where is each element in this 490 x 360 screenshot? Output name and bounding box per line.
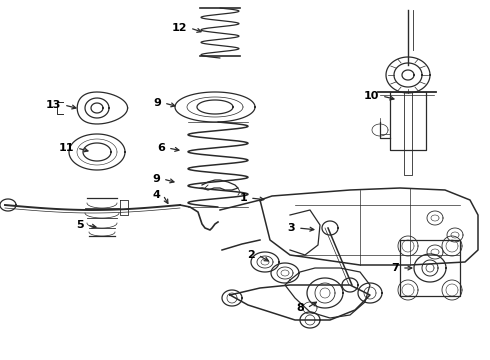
Text: 12: 12 (172, 23, 187, 33)
Text: 1: 1 (239, 193, 247, 203)
Text: 7: 7 (391, 263, 399, 273)
Text: 4: 4 (152, 190, 160, 200)
Text: 9: 9 (152, 174, 160, 184)
Text: 3: 3 (287, 223, 295, 233)
Text: 6: 6 (157, 143, 165, 153)
Text: 11: 11 (58, 143, 74, 153)
Text: 2: 2 (247, 250, 255, 260)
Text: 10: 10 (364, 91, 379, 101)
Text: 8: 8 (296, 303, 304, 313)
Text: 5: 5 (76, 220, 84, 230)
Text: 13: 13 (46, 100, 61, 110)
Text: 9: 9 (153, 98, 161, 108)
